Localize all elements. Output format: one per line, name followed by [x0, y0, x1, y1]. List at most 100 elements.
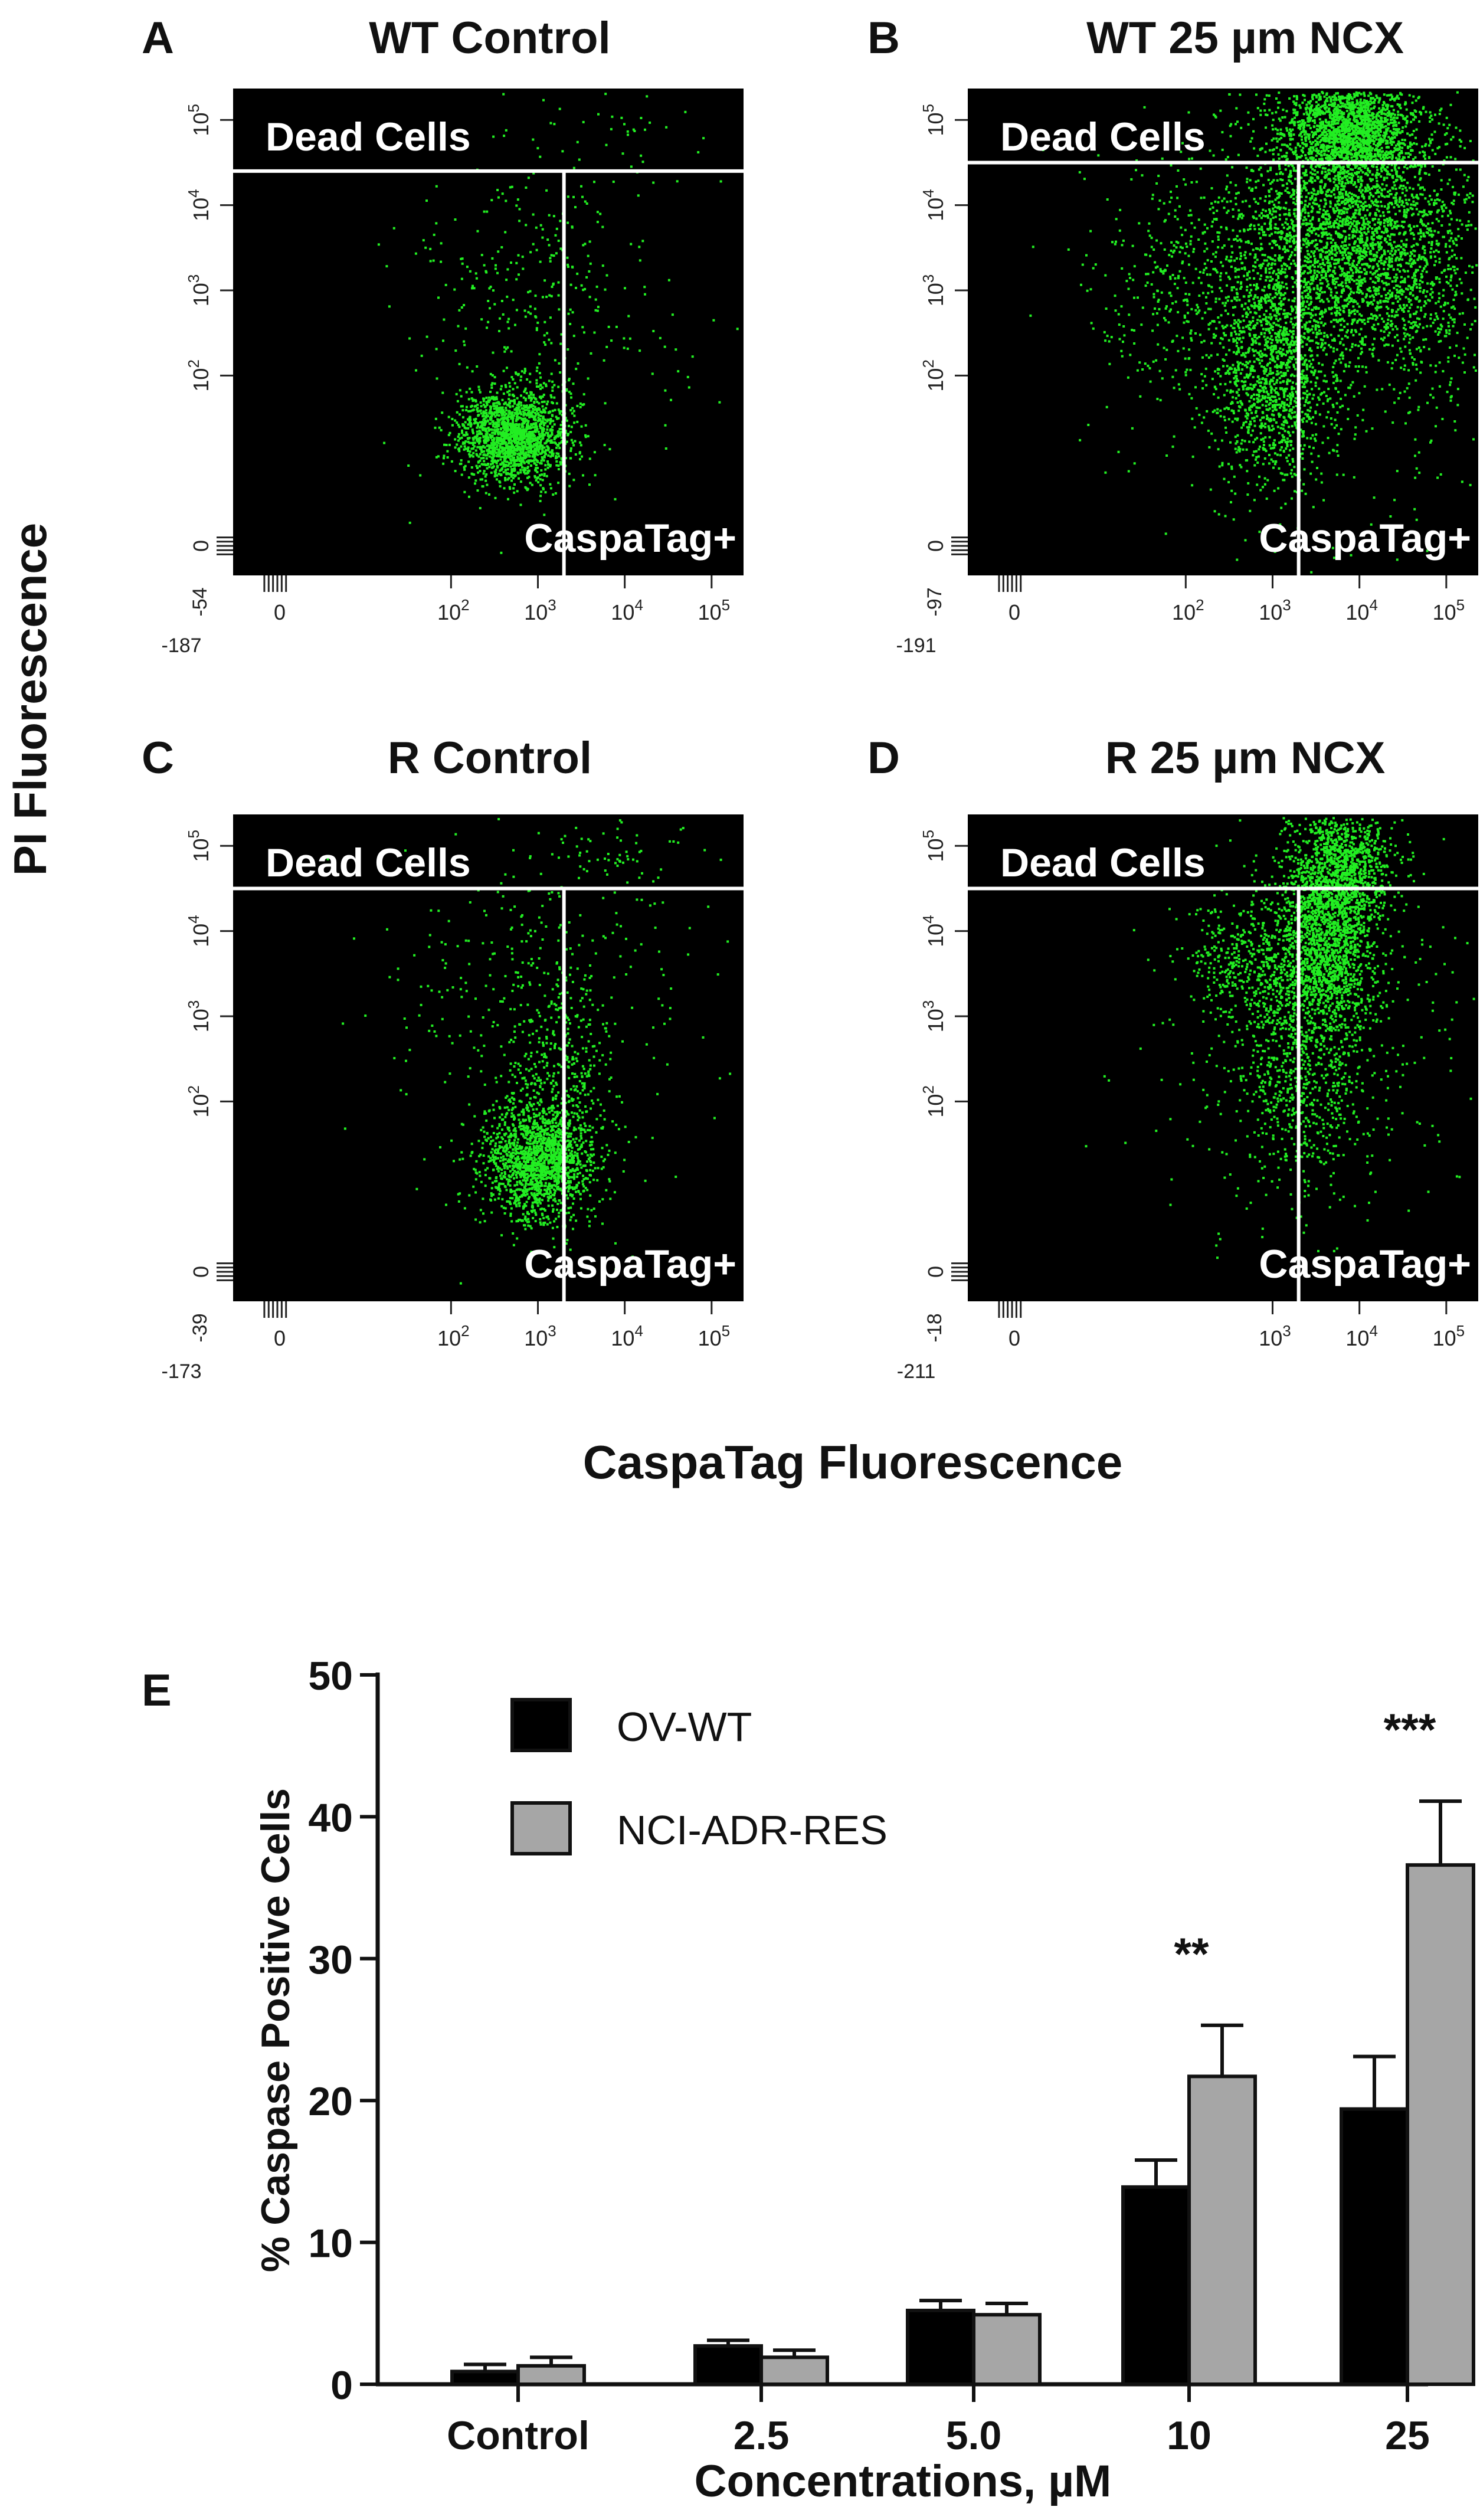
cell-event: [1312, 149, 1315, 152]
cell-event: [1307, 257, 1310, 260]
cell-event: [1333, 107, 1336, 110]
cell-event: [429, 260, 432, 263]
cell-event: [1289, 130, 1292, 133]
cell-event: [537, 407, 540, 410]
cell-event: [484, 435, 487, 438]
cell-event: [1338, 265, 1341, 268]
cell-event: [1365, 142, 1368, 145]
cell-event: [520, 394, 522, 397]
cell-event: [596, 211, 599, 214]
cell-event: [1431, 222, 1434, 224]
cell-event: [467, 427, 470, 430]
cell-event: [1386, 107, 1389, 110]
cell-event: [1333, 186, 1336, 189]
cell-event: [515, 449, 518, 451]
cell-event: [1319, 106, 1322, 109]
cell-event: [464, 434, 467, 437]
cell-event: [1419, 110, 1422, 113]
cell-event: [1288, 212, 1291, 215]
cell-event: [1376, 96, 1379, 99]
cell-event: [1258, 303, 1260, 306]
cell-event: [510, 414, 513, 417]
cell-event: [640, 117, 643, 119]
cell-event: [1289, 138, 1292, 141]
cell-event: [527, 424, 530, 427]
cell-event: [1309, 171, 1312, 174]
cell-event: [532, 433, 535, 436]
cell-event: [535, 464, 538, 466]
cell-event: [1367, 128, 1370, 131]
cell-event: [558, 107, 561, 110]
cell-event: [1334, 122, 1337, 125]
cell-event: [1390, 93, 1393, 96]
cell-event: [535, 385, 538, 388]
cell-event: [1299, 250, 1302, 253]
cell-event: [538, 437, 541, 440]
cell-event: [1285, 144, 1288, 147]
cell-event: [553, 396, 556, 399]
cell-event: [718, 401, 721, 404]
cell-event: [522, 404, 525, 407]
cell-event: [1262, 184, 1265, 186]
cell-event: [537, 385, 540, 388]
cell-event: [1292, 238, 1295, 241]
cell-event: [458, 362, 461, 365]
cell-event: [643, 286, 646, 289]
cell-event: [1377, 248, 1380, 251]
cell-event: [1402, 226, 1404, 228]
cell-event: [1324, 130, 1327, 133]
cell-event: [1394, 259, 1397, 262]
cell-event: [518, 401, 520, 404]
cell-event: [516, 446, 519, 449]
cell-event: [1401, 139, 1404, 141]
cell-event: [471, 443, 474, 446]
cell-event: [458, 450, 461, 453]
cell-event: [561, 414, 564, 417]
cell-event: [575, 368, 578, 371]
cell-event: [553, 384, 556, 387]
cell-event: [1324, 223, 1327, 226]
cell-event: [1339, 100, 1341, 103]
cell-event: [513, 411, 516, 414]
cell-event: [1383, 101, 1385, 103]
cell-event: [502, 421, 504, 424]
cell-event: [1344, 182, 1347, 185]
cell-event: [1371, 127, 1374, 130]
cell-event: [506, 366, 508, 369]
cell-event: [1338, 109, 1341, 112]
cell-event: [1299, 127, 1302, 130]
cell-event: [1389, 130, 1392, 133]
cell-event: [1353, 146, 1356, 149]
cell-event: [1413, 272, 1416, 275]
cell-event: [1247, 123, 1250, 126]
cell-event: [1369, 191, 1371, 194]
cell-event: [489, 408, 492, 411]
cell-event: [601, 225, 604, 228]
cell-event: [1393, 113, 1396, 116]
cell-event: [1396, 284, 1399, 287]
cell-event: [1353, 119, 1355, 122]
cell-event: [1419, 151, 1421, 154]
cell-event: [665, 126, 668, 129]
cell-event: [571, 412, 574, 415]
cell-event: [639, 259, 641, 262]
cell-event: [487, 401, 490, 403]
cell-event: [492, 451, 495, 454]
cell-event: [1337, 153, 1340, 156]
cell-event: [1338, 95, 1340, 98]
cell-event: [486, 449, 489, 452]
cell-event: [483, 264, 486, 267]
cell-event: [633, 130, 636, 132]
cell-event: [1363, 225, 1366, 228]
cell-event: [462, 434, 465, 437]
cell-event: [408, 337, 411, 340]
cell-event: [519, 480, 522, 483]
cell-event: [503, 135, 506, 138]
cell-event: [1334, 286, 1337, 289]
cell-event: [506, 437, 509, 440]
cell-event: [549, 441, 552, 444]
cell-event: [1314, 139, 1317, 142]
cell-event: [476, 365, 479, 368]
cell-event: [1302, 335, 1305, 338]
